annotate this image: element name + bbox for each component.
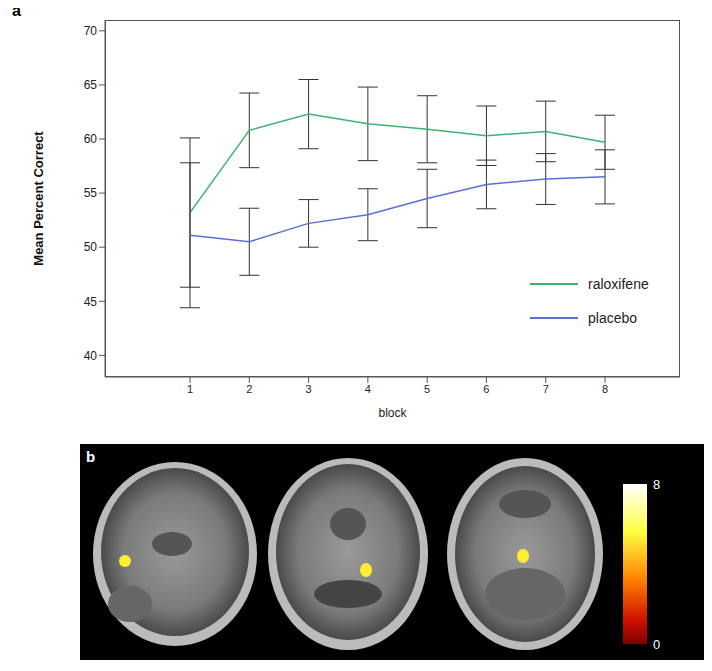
svg-text:4: 4 [365,383,371,395]
svg-text:5: 5 [424,383,430,395]
svg-text:40: 40 [84,349,98,363]
html-text:raloxifene: raloxifene [588,276,649,292]
svg-text:block: block [378,406,407,420]
svg-text:0: 0 [653,637,660,652]
svg-text:50: 50 [84,240,98,254]
svg-text:2: 2 [246,383,252,395]
svg-text:60: 60 [84,132,98,146]
svg-text:b: b [86,448,95,465]
svg-text:70: 70 [84,24,98,38]
svg-text:3: 3 [306,383,312,395]
html-text:placebo: placebo [588,310,637,326]
svg-text:65: 65 [84,78,98,92]
svg-text:7: 7 [543,383,549,395]
svg-text:6: 6 [483,383,489,395]
html-text:a: a [12,2,21,19]
svg-text:8: 8 [653,477,660,492]
svg-text:1: 1 [187,383,193,395]
svg-text:8: 8 [602,383,608,395]
svg-text:55: 55 [84,186,98,200]
svg-text:Mean Percent Correct: Mean Percent Correct [31,131,46,266]
svg-text:45: 45 [84,295,98,309]
